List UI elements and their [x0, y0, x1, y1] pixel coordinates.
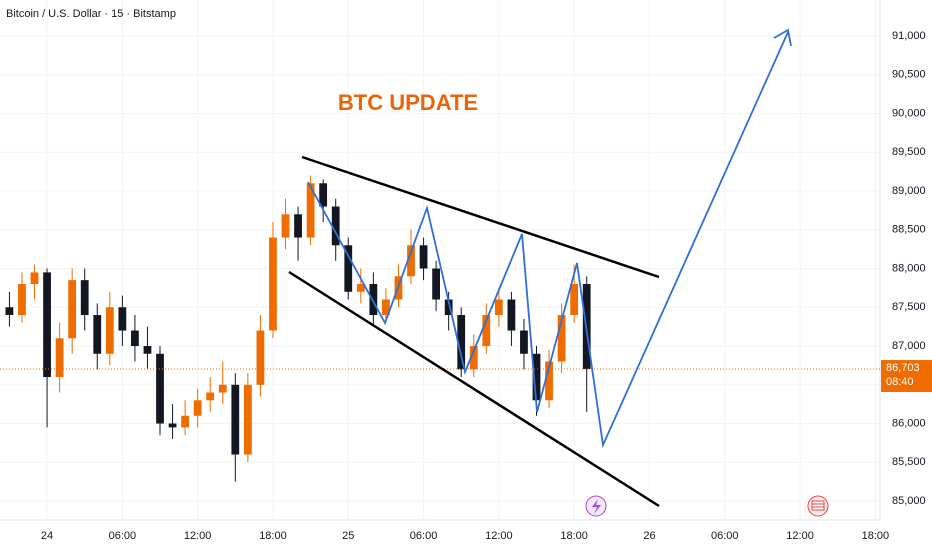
candle-body	[168, 423, 177, 428]
lower-trendline	[288, 270, 660, 508]
y-tick-label: 88,500	[892, 224, 926, 236]
drawings	[288, 28, 792, 508]
y-tick-label: 89,000	[892, 185, 926, 197]
candle-body	[407, 245, 415, 277]
axes: 85,00085,50086,00086,50087,00087,50088,0…	[41, 30, 932, 542]
symbol-header: Bitcoin / U.S. Dollar · 15 · Bitstamp	[6, 8, 176, 20]
candle-body	[68, 280, 77, 339]
candle-body	[557, 315, 566, 362]
x-tick-label: 06:00	[410, 530, 438, 542]
candle-body	[131, 330, 139, 347]
x-tick-label: 12:00	[184, 530, 212, 542]
candle-body	[181, 415, 190, 428]
candle-body	[532, 353, 541, 401]
candle-body	[570, 284, 579, 316]
candle-body	[206, 392, 215, 401]
candle-body	[457, 315, 466, 370]
y-tick-label: 90,000	[892, 107, 926, 119]
candle-body	[18, 284, 26, 316]
x-tick-label: 06:00	[711, 530, 739, 542]
x-tick-label: 24	[41, 530, 53, 542]
y-tick-label: 90,500	[892, 69, 926, 81]
upper-trendline	[301, 155, 660, 279]
candle-body	[419, 245, 428, 269]
x-tick-label: 18:00	[862, 530, 890, 542]
x-tick-label: 18:00	[259, 530, 287, 542]
last-price-box	[881, 360, 932, 393]
y-tick-label: 87,000	[892, 340, 926, 352]
candle-body	[231, 384, 240, 455]
candle-body	[281, 214, 290, 238]
y-tick-label: 86,000	[892, 417, 926, 429]
candle-body	[369, 284, 378, 316]
candle-body	[507, 299, 516, 331]
candle-body	[494, 299, 503, 316]
y-tick-label: 88,000	[892, 262, 926, 274]
projection-path	[307, 31, 789, 449]
candle-body	[43, 272, 51, 378]
y-tick-label: 89,500	[892, 146, 926, 158]
annotation: BTC UPDATE	[338, 90, 478, 115]
candle-body	[356, 284, 365, 292]
arrow-head	[773, 28, 792, 47]
lightning	[592, 499, 601, 514]
candle-body	[143, 346, 152, 354]
candle-body	[520, 330, 528, 354]
y-tick-label: 91,000	[892, 30, 926, 42]
candle-body	[331, 206, 340, 246]
candle-body	[243, 384, 252, 455]
candle-body	[444, 299, 453, 316]
candle-body	[93, 315, 102, 354]
candle-body	[344, 245, 353, 292]
x-tick-label: 12:00	[485, 530, 513, 542]
candles	[0, 175, 880, 482]
candle-body	[55, 338, 64, 378]
candle-body	[306, 183, 315, 238]
event-icons	[585, 495, 829, 517]
candle-body	[319, 183, 328, 207]
candle-body	[382, 299, 390, 316]
countdown-label: 08:40	[886, 376, 914, 388]
candle-body	[193, 400, 202, 416]
y-tick-label: 85,500	[892, 456, 926, 468]
candle-body	[105, 307, 114, 354]
candle-body	[482, 315, 491, 347]
candle-body	[432, 268, 440, 300]
candle-body	[218, 384, 227, 393]
candle-body	[469, 346, 478, 370]
x-tick-label: 06:00	[109, 530, 137, 542]
candle-body	[269, 237, 277, 331]
candle-body	[30, 272, 39, 285]
candle-body	[294, 214, 302, 238]
candle-body	[118, 307, 127, 331]
last-price-label: 86,703	[886, 362, 920, 374]
x-tick-label: 18:00	[560, 530, 588, 542]
y-tick-label: 87,500	[892, 301, 926, 313]
x-tick-label: 25	[342, 530, 354, 542]
x-tick-label: 12:00	[786, 530, 814, 542]
flag	[811, 500, 825, 511]
y-tick-label: 85,000	[892, 495, 926, 507]
candle-body	[156, 353, 164, 424]
x-tick-label: 26	[643, 530, 655, 542]
candle-body	[256, 330, 265, 385]
candle-body	[545, 361, 553, 401]
candle-body	[80, 280, 89, 316]
candle-body	[5, 307, 14, 316]
